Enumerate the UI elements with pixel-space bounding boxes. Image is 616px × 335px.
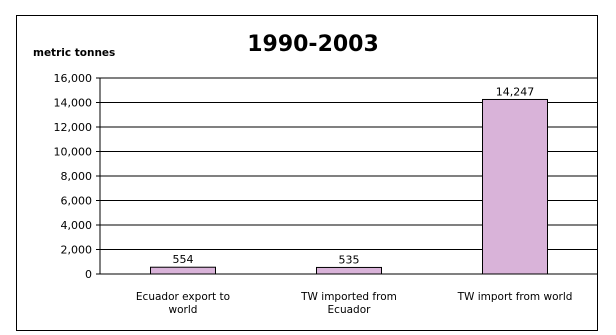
y-tick-label: 14,000: [54, 97, 93, 110]
y-tick-label: 4,000: [61, 219, 93, 232]
bars: [150, 98, 548, 275]
bar: [482, 98, 548, 275]
y-tick-label: 10,000: [54, 146, 93, 159]
y-tick-label: 8,000: [61, 170, 93, 183]
data-label: 554: [173, 253, 194, 266]
y-tick-label: 2,000: [61, 244, 93, 257]
chart-title: 1990-2003: [247, 32, 379, 57]
y-axis-ticks: 0 2,000 4,000 6,000 8,000 10,000 12,000 14,000 1…: [54, 72, 101, 281]
y-tick-label: 12,000: [54, 121, 93, 134]
bar: [150, 266, 216, 275]
y-axis-label: metric tonnes: [33, 47, 115, 59]
category-label: TW import from world: [457, 291, 573, 303]
data-label: 14,247: [496, 85, 535, 98]
category-label: Ecuador export to world: [136, 291, 230, 316]
category-label: TW imported from Ecuador: [300, 291, 397, 316]
data-labels: 554 535 14,247: [173, 85, 535, 266]
y-tick-label: 0: [85, 268, 92, 281]
y-tick-label: 16,000: [54, 72, 93, 85]
bar: [316, 266, 382, 275]
category-labels: Ecuador export to world TW imported from Ec…: [136, 291, 572, 316]
y-tick-label: 6,000: [61, 195, 93, 208]
data-label: 535: [339, 253, 360, 266]
